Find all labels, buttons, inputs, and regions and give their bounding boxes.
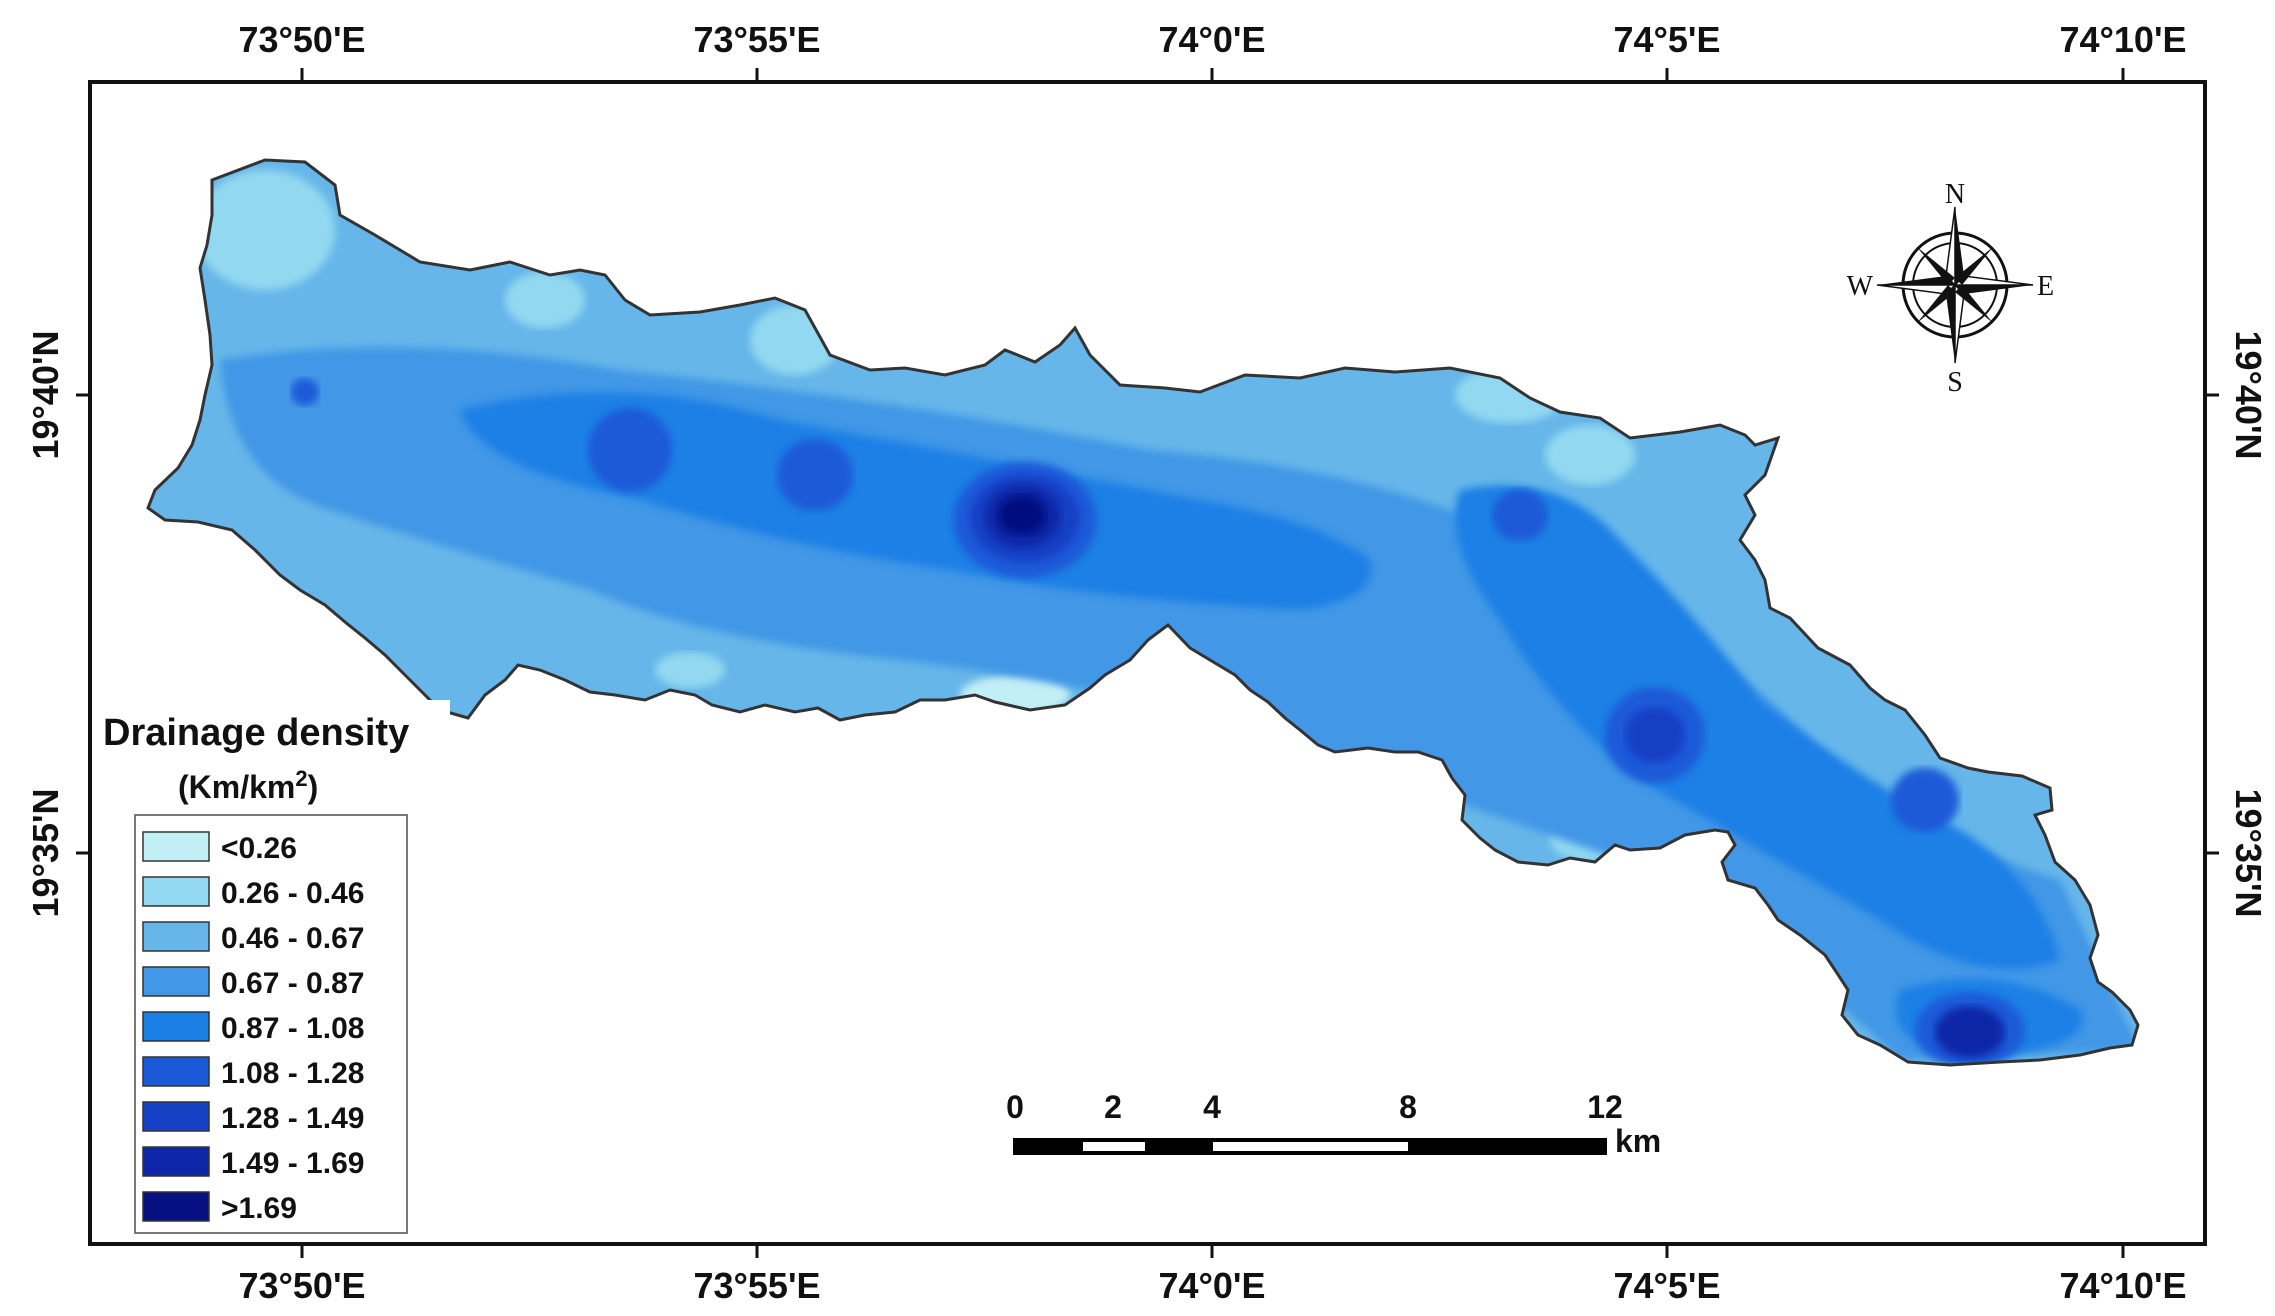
density-zone: [1935, 1006, 2005, 1058]
legend-label: 0.87 - 1.08: [221, 1012, 364, 1045]
compass-e-label: E: [2037, 271, 2054, 302]
right-tick-label: 19°40'N: [2228, 330, 2269, 459]
scale-label: 12: [1587, 1089, 1623, 1125]
legend-swatch: [142, 1146, 210, 1177]
legend-label: >1.69: [221, 1192, 297, 1225]
top-tick-label: 73°55'E: [693, 19, 820, 60]
bottom-tick-label: 74°0'E: [1158, 1265, 1265, 1306]
legend-items: <0.26 0.26 - 0.46 0.46 - 0.67 0.67 - 0.87 0.…: [142, 831, 364, 1225]
top-tick-label: 74°10'E: [2059, 19, 2186, 60]
legend-label: <0.26: [221, 832, 297, 865]
legend-swatch: [142, 1056, 210, 1087]
bottom-tick-label: 73°50'E: [238, 1265, 365, 1306]
scale-segment-white: [1213, 1142, 1408, 1151]
graticule-ticks: [76, 68, 2219, 1258]
compass-n-label: N: [1945, 179, 1965, 210]
basin-boundary: [146, 158, 2140, 1067]
left-tick-label: 19°40'N: [25, 330, 66, 459]
legend: Drainage density (Km/km2) <0.26 0.26 - 0.…: [92, 700, 450, 1234]
density-zone: [195, 170, 335, 290]
legend-title: Drainage density: [103, 712, 409, 754]
legend-label: 1.08 - 1.28: [221, 1057, 364, 1090]
bottom-tick-label: 74°5'E: [1613, 1265, 1720, 1306]
top-tick-label: 73°50'E: [238, 19, 365, 60]
legend-swatch: [142, 1101, 210, 1132]
density-zone: [1891, 768, 1959, 832]
scale-segment-white: [1083, 1142, 1145, 1151]
legend-label: 0.67 - 0.87: [221, 967, 364, 1000]
legend-unit: (Km/km2): [178, 766, 318, 805]
bottom-tick-label: 73°55'E: [693, 1265, 820, 1306]
legend-label: 0.46 - 0.67: [221, 922, 364, 955]
scale-label: 4: [1203, 1089, 1221, 1125]
density-zone: [655, 652, 725, 688]
density-zone: [460, 392, 1372, 610]
density-zone: [1625, 707, 1685, 763]
scale-bar: 0 2 4 8 12 km: [1006, 1089, 1661, 1159]
left-tick-label: 19°35'N: [25, 788, 66, 917]
bottom-tick-label: 74°10'E: [2059, 1265, 2186, 1306]
legend-title-bg: [92, 700, 450, 770]
density-zone: [1455, 485, 2060, 969]
legend-swatch: [142, 876, 210, 907]
scale-unit: km: [1615, 1123, 1661, 1159]
scale-label: 2: [1104, 1089, 1122, 1125]
legend-swatch: [142, 1011, 210, 1042]
legend-label: 1.49 - 1.69: [221, 1147, 364, 1180]
legend-swatch: [142, 921, 210, 952]
scale-label: 8: [1399, 1089, 1417, 1125]
north-arrow-icon: N S E W: [1847, 179, 2055, 398]
compass-s-label: S: [1947, 367, 1963, 398]
density-zone: [777, 439, 853, 511]
top-tick-label: 74°0'E: [1158, 19, 1265, 60]
density-zone: [998, 495, 1046, 535]
legend-label: 0.26 - 0.46: [221, 877, 364, 910]
density-zone: [1492, 489, 1548, 541]
compass-w-label: W: [1847, 271, 1874, 302]
scale-label: 0: [1006, 1089, 1024, 1125]
density-zone: [505, 272, 585, 328]
legend-swatch: [142, 966, 210, 997]
right-tick-label: 19°35'N: [2228, 788, 2269, 917]
density-zone: [291, 378, 319, 406]
legend-swatch: [142, 831, 210, 862]
density-zone: [1545, 425, 1635, 485]
legend-swatch: [142, 1191, 210, 1222]
legend-label: 1.28 - 1.49: [221, 1102, 364, 1135]
density-zone: [588, 408, 672, 492]
top-tick-label: 74°5'E: [1613, 19, 1720, 60]
